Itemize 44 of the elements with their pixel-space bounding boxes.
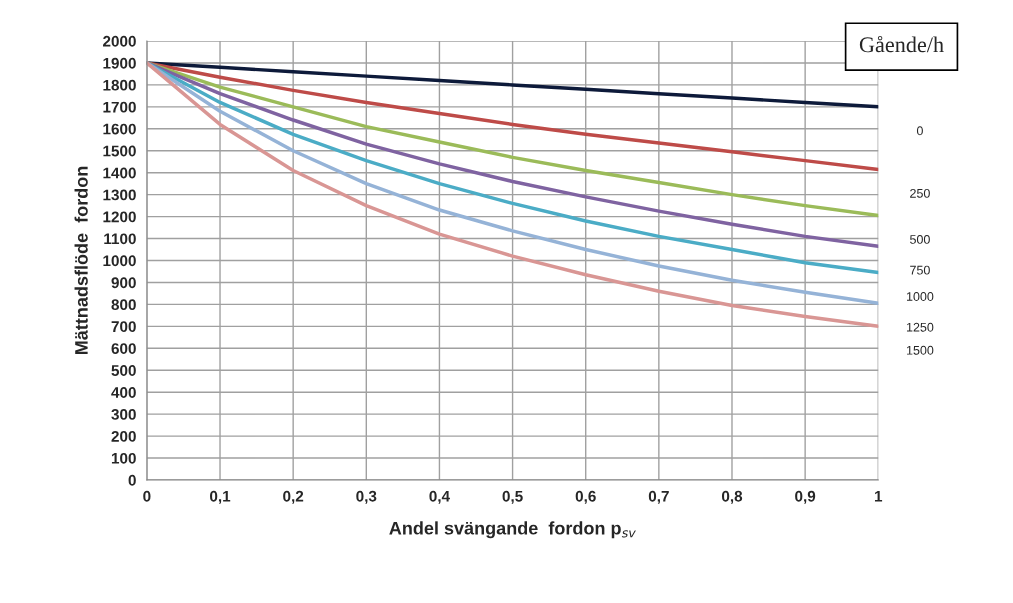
text: 1250 xyxy=(906,322,934,332)
y-tick-label: 1000 xyxy=(103,255,136,267)
x-tick-label: 0,3 xyxy=(356,490,377,504)
text: 250 xyxy=(910,188,930,198)
text: 0 xyxy=(916,126,923,136)
y-tick-label: 1300 xyxy=(103,189,136,201)
y-tick-label: 700 xyxy=(111,321,136,333)
y-tick-label: 400 xyxy=(111,387,136,398)
text: 1000 xyxy=(906,292,934,301)
y-tick-label: 500 xyxy=(111,365,136,376)
x-tick-label: 0,7 xyxy=(648,490,669,504)
x-tick-label: 0,1 xyxy=(210,490,231,504)
y-tick-label: 1500 xyxy=(103,145,136,157)
x-tick-label: 0,4 xyxy=(429,490,450,504)
y-tick-label: 1700 xyxy=(103,101,136,113)
y-tick-label: 1800 xyxy=(103,79,136,91)
y-tick-label: 1600 xyxy=(103,123,136,135)
y-tick-label: 1400 xyxy=(103,167,136,179)
y-tick-label: 0 xyxy=(128,474,136,486)
x-tick-label: 0 xyxy=(143,490,151,502)
y-tick-label: 300 xyxy=(111,409,136,420)
y-axis-title: Mättnadsflöde fordon xyxy=(74,166,88,355)
x-tick-label: 1 xyxy=(874,490,883,502)
legend-title: Gående/h xyxy=(859,35,944,53)
y-tick-label: 800 xyxy=(111,299,136,311)
x-tick-label: 0,2 xyxy=(283,490,304,504)
text: 750 xyxy=(910,265,930,275)
line-series xyxy=(146,61,879,109)
y-tick-label: 1200 xyxy=(103,211,136,223)
x-axis-title: Andel svängande fordon p$_{sv}$ xyxy=(389,521,636,539)
x-tick-label: 0,5 xyxy=(502,490,523,504)
y-tick-label: 900 xyxy=(111,277,136,289)
y-tick-label: 2000 xyxy=(103,35,136,47)
text: 1500 xyxy=(906,345,934,355)
y-tick-label: 100 xyxy=(111,452,136,464)
y-tick-label: 1100 xyxy=(104,233,136,245)
x-tick-label: 0,8 xyxy=(721,490,743,504)
line-series xyxy=(146,61,879,172)
text: 500 xyxy=(910,235,930,244)
y-tick-label: 200 xyxy=(111,430,136,442)
y-tick-label: 1900 xyxy=(103,57,136,69)
x-tick-label: 0,9 xyxy=(795,490,816,504)
x-tick-label: 0,6 xyxy=(575,490,596,504)
y-tick-label: 600 xyxy=(111,343,136,354)
